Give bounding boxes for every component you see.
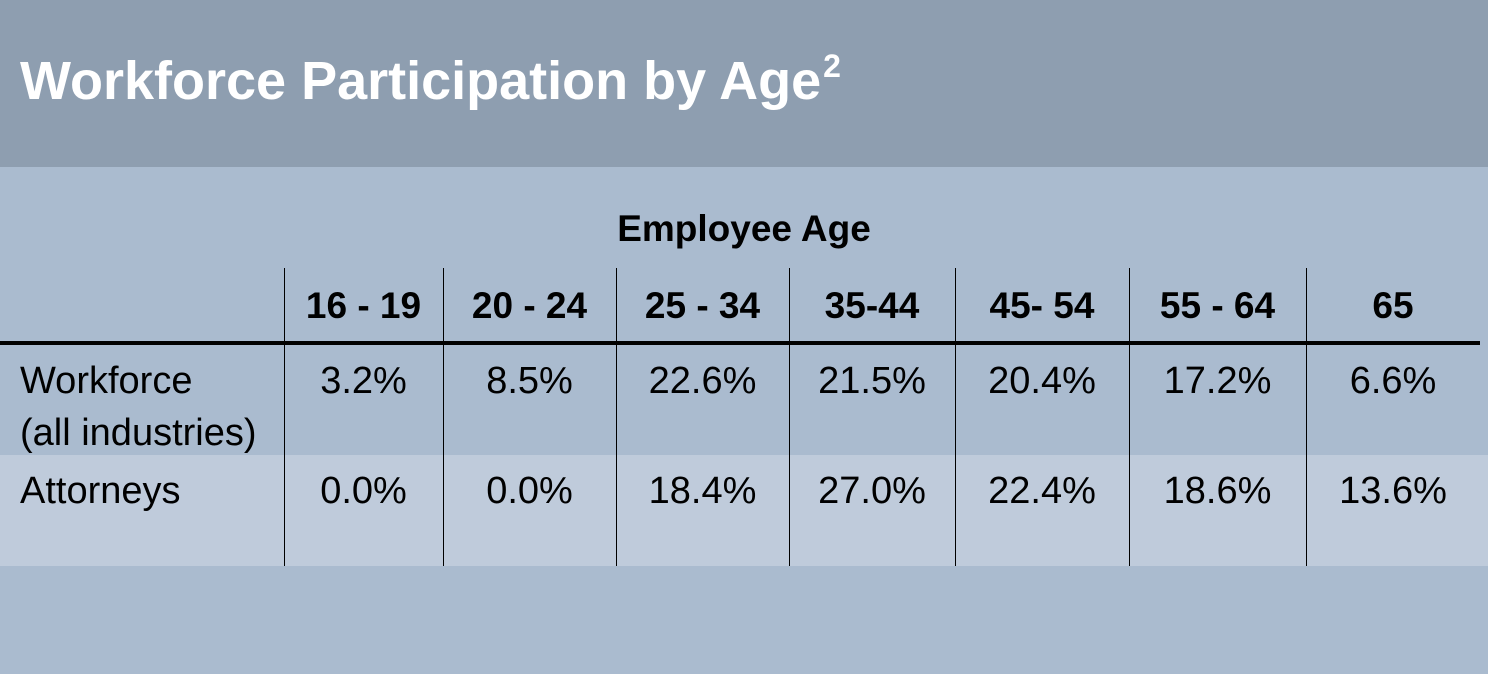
title-footnote-marker: 2 [823, 48, 841, 84]
table-cell: 3.2% [320, 360, 407, 402]
column-divider [616, 268, 617, 566]
column-header: 16 - 19 [305, 285, 422, 326]
column-header: 35-44 [824, 285, 920, 326]
column-header: 25 - 34 [644, 285, 761, 326]
row-label: (all industries) [20, 412, 257, 454]
column-divider [955, 268, 956, 566]
column-header: 45- 54 [989, 285, 1095, 326]
table-cell: 27.0% [818, 470, 926, 512]
column-divider [443, 268, 444, 566]
table-cell: 22.6% [648, 360, 757, 402]
table-cell: 6.6% [1349, 360, 1437, 402]
chart-title: Workforce Participation by Age2 [20, 48, 841, 112]
table-cell: 0.0% [320, 470, 407, 512]
table-cell: 18.6% [1163, 470, 1272, 512]
column-divider [284, 268, 285, 566]
column-divider [1306, 268, 1307, 566]
title-band [0, 0, 1488, 167]
column-divider [789, 268, 790, 566]
header-rule [0, 341, 1480, 345]
column-divider [1129, 268, 1130, 566]
column-header: 65 [1372, 285, 1414, 326]
table-cell: 20.4% [988, 360, 1096, 402]
table-cell: 17.2% [1163, 360, 1272, 402]
table-row-background [0, 455, 1488, 566]
table-cell: 18.4% [648, 470, 757, 512]
table-cell: 8.5% [486, 360, 573, 402]
table-cell: 0.0% [486, 470, 573, 512]
table-cell: 22.4% [988, 470, 1096, 512]
chart-title-text: Workforce Participation by Age [20, 51, 822, 111]
column-header: 20 - 24 [471, 285, 588, 326]
row-label: Workforce [20, 360, 193, 402]
row-label: Attorneys [20, 470, 181, 512]
column-header: 55 - 64 [1159, 285, 1276, 326]
table-cell: 13.6% [1339, 470, 1447, 512]
table-cell: 21.5% [818, 360, 926, 402]
column-group-label: Employee Age [617, 208, 871, 249]
